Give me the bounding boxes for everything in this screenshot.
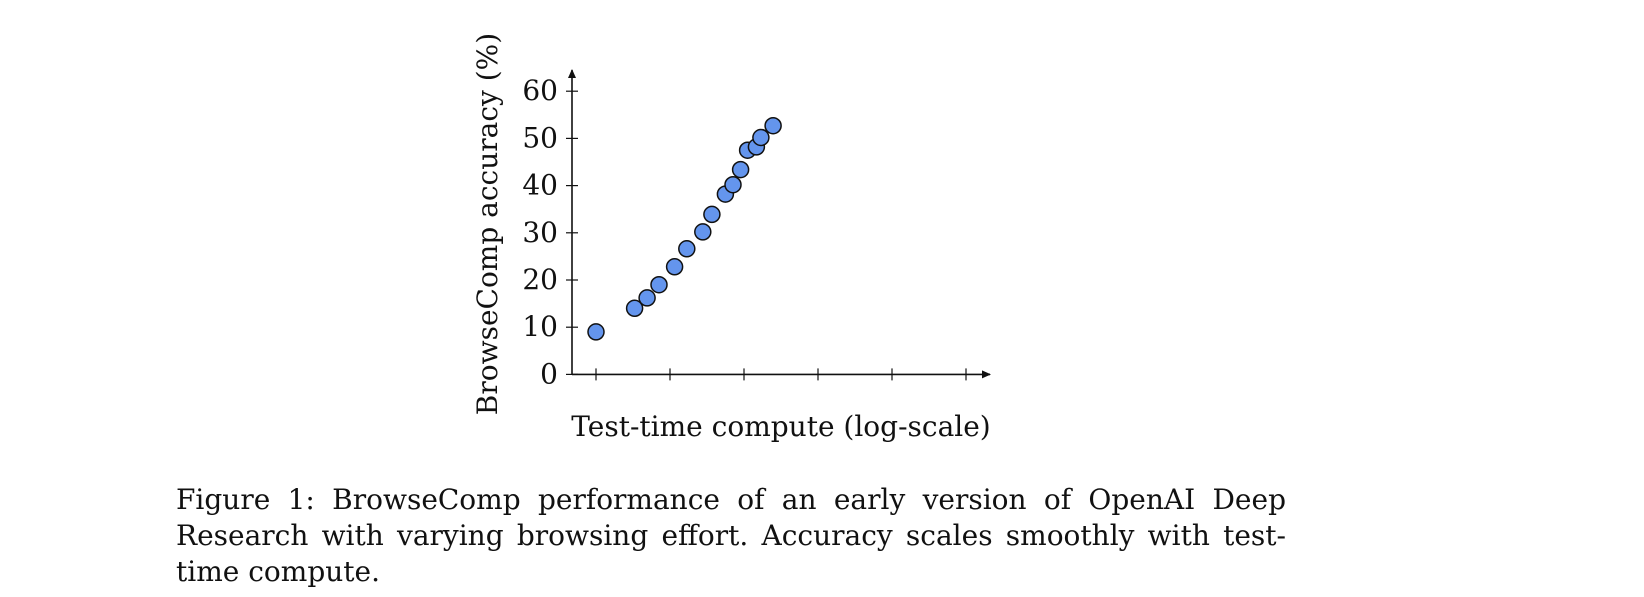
data-point-7 bbox=[694, 223, 712, 241]
y-tick-label: 30 bbox=[522, 216, 558, 249]
y-tick-label: 40 bbox=[522, 169, 558, 202]
data-point-15 bbox=[764, 116, 782, 135]
data-point-3 bbox=[638, 289, 656, 307]
x-axis-label: Test-time compute (log-scale) bbox=[571, 410, 990, 443]
data-points bbox=[587, 116, 782, 341]
y-axis-label: BrowseComp accuracy (%) bbox=[471, 33, 504, 415]
y-tick-label: 0 bbox=[540, 357, 558, 390]
figure-caption: Figure 1: BrowseComp performance of an e… bbox=[176, 483, 1286, 588]
y-ticks: 0 10 20 30 40 50 60 bbox=[522, 74, 578, 390]
data-point-14 bbox=[752, 128, 770, 147]
data-point-6 bbox=[678, 240, 696, 258]
data-point-8 bbox=[703, 205, 721, 224]
data-point-11 bbox=[731, 160, 750, 179]
axes bbox=[568, 69, 991, 379]
y-tick-label: 20 bbox=[522, 263, 558, 296]
data-point-4 bbox=[650, 275, 668, 294]
data-point-5 bbox=[665, 258, 684, 276]
data-point-10 bbox=[724, 175, 742, 194]
y-tick-label: 60 bbox=[522, 74, 558, 107]
y-tick-label: 10 bbox=[522, 310, 558, 343]
data-point-2 bbox=[625, 299, 644, 318]
y-tick-label: 50 bbox=[522, 121, 558, 154]
data-point-1 bbox=[587, 323, 605, 341]
x-ticks bbox=[595, 368, 967, 381]
